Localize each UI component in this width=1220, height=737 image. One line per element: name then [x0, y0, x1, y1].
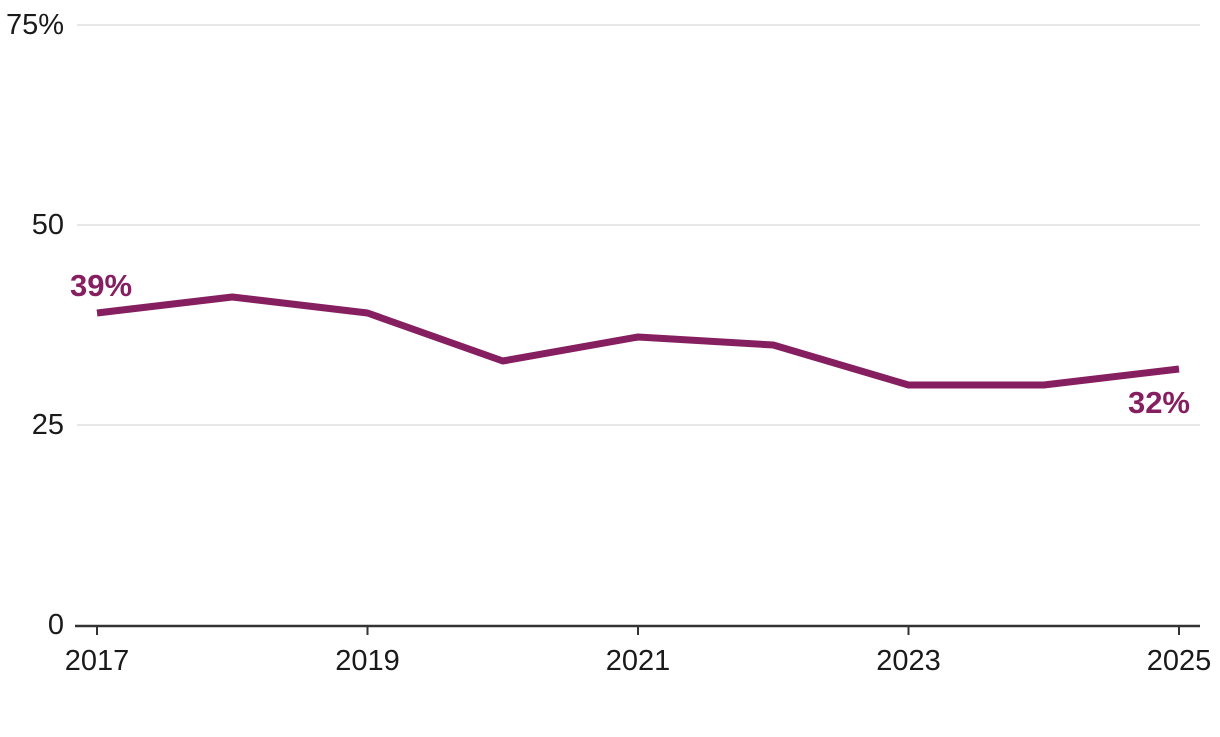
x-axis-label: 2021: [606, 645, 671, 677]
y-axis-label: 50: [32, 209, 64, 241]
x-axis-label: 2025: [1147, 645, 1212, 677]
x-axis-label: 2019: [335, 645, 400, 677]
y-axis-label: 75%: [6, 9, 64, 41]
trend-line: [96, 293, 1180, 389]
y-axis-label: 0: [48, 609, 64, 641]
x-axis-label: 2023: [876, 645, 941, 677]
x-axis-label: 2017: [65, 645, 130, 677]
last-point-label: 32%: [1128, 385, 1190, 420]
first-point-label: 39%: [70, 268, 132, 303]
y-axis-label: 25: [32, 409, 64, 441]
